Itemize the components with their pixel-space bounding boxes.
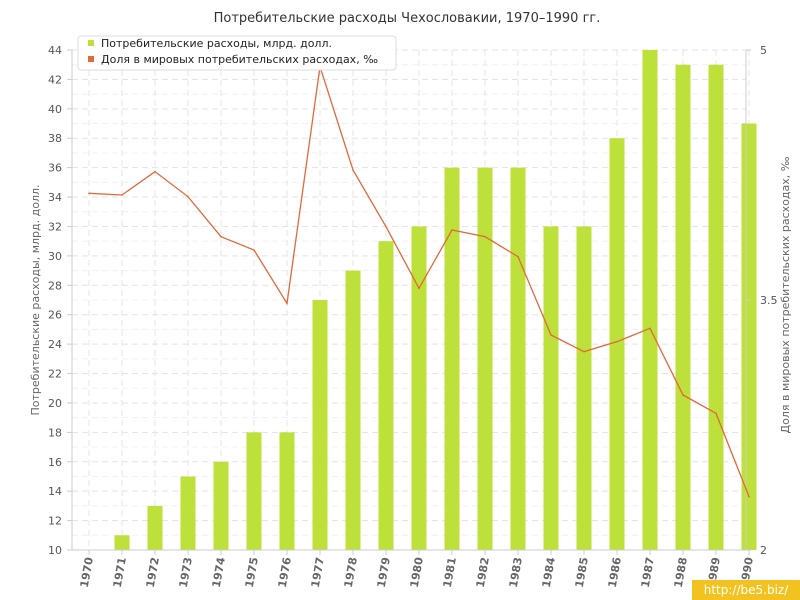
- legend-swatch-bar: [88, 40, 94, 46]
- y-tick-label: 18: [48, 426, 62, 439]
- watermark[interactable]: http://be5.biz/: [692, 580, 800, 600]
- chart-title: Потребительские расходы Чехословакии, 19…: [214, 11, 601, 26]
- x-tick-label: 1978: [342, 556, 360, 588]
- line-point: [583, 350, 585, 353]
- line-point: [748, 495, 750, 498]
- x-tick-label: 1981: [441, 556, 459, 588]
- bar: [543, 226, 559, 550]
- y2-axis-ticks: 23.55: [746, 44, 778, 557]
- y-tick-label: 20: [48, 397, 62, 410]
- line-point: [418, 287, 420, 290]
- bar: [708, 64, 724, 551]
- y-axis-label: Потребительские расходы, млрд. долл.: [29, 185, 42, 416]
- x-tick-label: 1973: [177, 556, 195, 588]
- bar: [246, 432, 262, 550]
- bar: [345, 270, 361, 550]
- y-tick-label: 44: [48, 44, 62, 57]
- line-point: [220, 235, 222, 238]
- legend-label-bar: Потребительские расходы, млрд. долл.: [101, 37, 332, 50]
- bar: [147, 505, 163, 550]
- legend-box: [77, 35, 397, 71]
- bar: [312, 300, 328, 550]
- line-point: [121, 194, 123, 196]
- x-tick-label: 1982: [474, 556, 492, 588]
- y-tick-label: 36: [48, 162, 62, 175]
- x-tick-label: 1988: [672, 556, 690, 588]
- bar: [411, 226, 427, 550]
- bar: [279, 432, 295, 550]
- y-tick-label: 42: [48, 73, 62, 86]
- y-tick-label: 32: [48, 220, 62, 233]
- line-point: [715, 412, 717, 415]
- bar: [510, 167, 526, 550]
- line-point: [88, 192, 90, 195]
- x-tick-label: 1977: [309, 556, 327, 588]
- line-point: [253, 249, 255, 251]
- line-point: [352, 169, 354, 171]
- y-tick-label: 12: [48, 515, 62, 528]
- legend-swatch-line: [88, 56, 94, 62]
- y-tick-label: 30: [48, 250, 62, 263]
- line-point: [550, 334, 552, 336]
- y-tick-label: 14: [48, 485, 62, 498]
- y-tick-label: 28: [48, 279, 62, 292]
- x-tick-label: 1984: [540, 556, 558, 589]
- x-tick-label: 1975: [243, 556, 261, 588]
- y-tick-label: 16: [48, 456, 62, 469]
- line-point: [616, 340, 618, 343]
- x-tick-label: 1976: [276, 556, 294, 589]
- bar: [213, 461, 229, 550]
- bar: [477, 167, 493, 550]
- legend-label-line: Доля в мировых потребительских расходах,…: [101, 53, 378, 66]
- x-tick-label: 1983: [507, 556, 525, 588]
- bar: [609, 138, 625, 550]
- y-tick-label: 10: [48, 544, 62, 557]
- line-point: [484, 235, 486, 238]
- y2-axis-label: Доля в мировых потребительских расходах,…: [779, 156, 792, 433]
- bar: [378, 241, 394, 551]
- y-tick-label: 22: [48, 368, 62, 381]
- x-tick-label: 1971: [111, 556, 129, 588]
- y-tick-label: 40: [48, 103, 62, 116]
- line-point: [286, 302, 288, 305]
- line-point: [451, 229, 453, 231]
- y-tick-label: 34: [48, 191, 62, 204]
- line-point: [517, 255, 519, 258]
- x-tick-label: 1985: [573, 556, 591, 588]
- bar: [675, 64, 691, 551]
- y2-tick-label: 5: [760, 44, 767, 57]
- x-tick-label: 1979: [375, 556, 393, 588]
- line-point: [649, 327, 651, 330]
- line-point: [187, 195, 189, 198]
- y-axis-ticks: 10 12 14 16 18 20 22 24 26 28 30 32 34 36 38 40 42 44: [48, 44, 72, 557]
- line-series: [88, 65, 750, 498]
- bar: [114, 535, 130, 550]
- bar: [444, 167, 460, 550]
- line-point: [385, 225, 387, 228]
- x-tick-label: 1987: [639, 556, 657, 588]
- bar: [180, 476, 196, 550]
- legend: Потребительские расходы, млрд. долл. Дол…: [77, 35, 397, 71]
- line-point: [682, 394, 684, 396]
- bar: [741, 123, 757, 550]
- y2-tick-label: 2: [760, 544, 767, 557]
- bar: [576, 226, 592, 550]
- y-tick-label: 24: [48, 338, 62, 351]
- y-tick-label: 38: [48, 132, 62, 145]
- x-axis-ticks: 1970 1971 1972 1973 1974 1975 1976 1977 1978 1979…: [78, 550, 756, 589]
- x-tick-label: 1972: [144, 556, 162, 588]
- x-tick-label: 1974: [210, 556, 228, 589]
- line-point: [154, 170, 156, 173]
- x-tick-label: 1986: [606, 556, 624, 589]
- x-tick-label: 1970: [78, 556, 96, 589]
- y-tick-label: 26: [48, 309, 62, 322]
- bar-series: [114, 50, 757, 551]
- x-tick-label: 1980: [408, 556, 426, 589]
- y2-tick-label: 3.5: [760, 294, 778, 307]
- bar: [642, 50, 658, 550]
